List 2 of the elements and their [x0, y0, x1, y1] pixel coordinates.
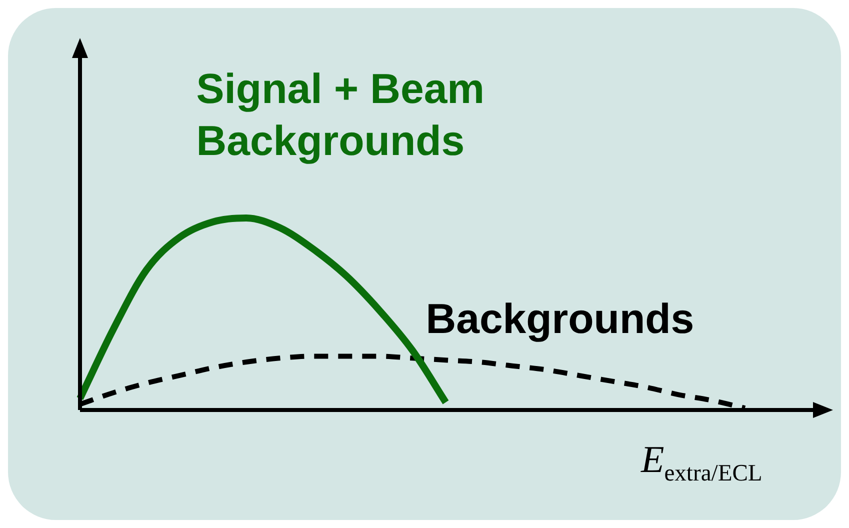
series-label: Signal + Beam Backgrounds — [196, 65, 485, 164]
series-label: Backgrounds — [426, 295, 694, 342]
